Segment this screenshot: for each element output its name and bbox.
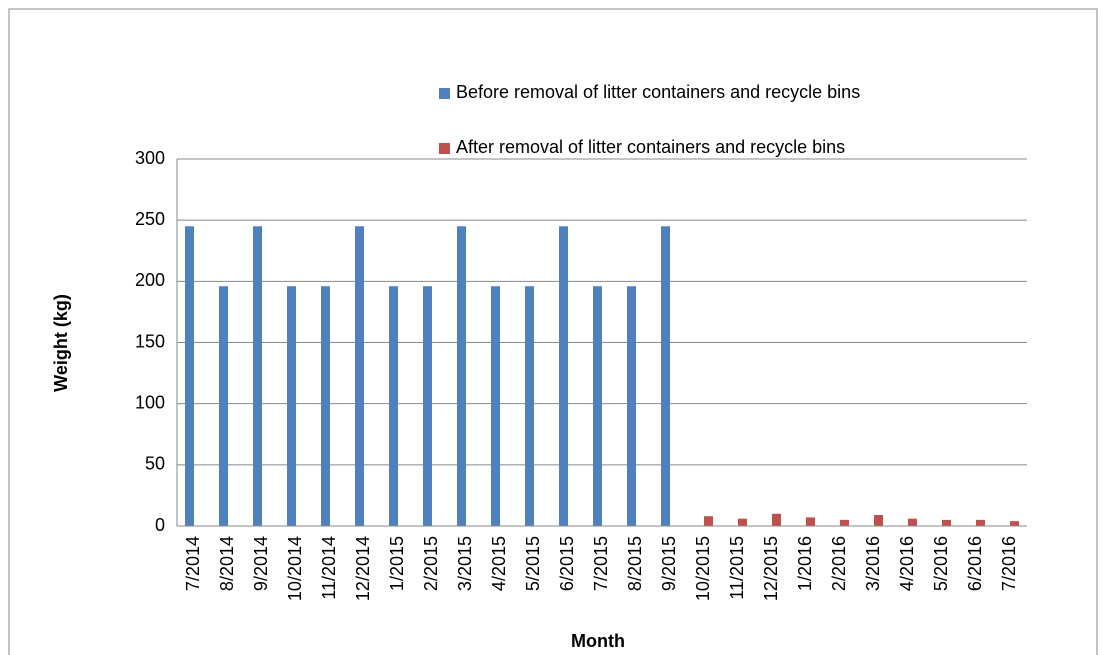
bar <box>219 286 228 526</box>
bar <box>738 518 747 526</box>
x-tick-label: 6/2015 <box>557 536 577 591</box>
y-tick-label: 250 <box>135 209 165 229</box>
bar <box>661 226 670 527</box>
x-tick-label: 3/2016 <box>863 536 883 591</box>
bar <box>908 518 917 526</box>
x-tick-label: 8/2015 <box>625 536 645 591</box>
x-tick-label: 12/2014 <box>353 536 373 601</box>
bar <box>704 516 713 526</box>
x-tick-label: 10/2015 <box>693 536 713 601</box>
x-tick-label: 9/2014 <box>251 536 271 591</box>
legend-swatch <box>439 143 450 154</box>
bar <box>772 513 781 526</box>
x-tick-label: 2/2015 <box>421 536 441 591</box>
legend-label: After removal of litter containers and r… <box>456 137 845 157</box>
y-tick-label: 50 <box>145 454 165 474</box>
bar <box>355 226 364 527</box>
x-tick-label: 8/2014 <box>217 536 237 591</box>
legend-label: Before removal of litter containers and … <box>456 82 860 102</box>
chart-border <box>8 8 1098 655</box>
x-tick-label: 6/2016 <box>965 536 985 591</box>
x-tick-label: 7/2016 <box>999 536 1019 591</box>
bar <box>389 286 398 526</box>
bar <box>253 226 262 527</box>
x-tick-label: 12/2015 <box>761 536 781 601</box>
bar <box>874 514 883 526</box>
x-tick-label: 2/2016 <box>829 536 849 591</box>
y-tick-label: 150 <box>135 331 165 351</box>
bar <box>806 517 815 526</box>
legend-swatch <box>439 88 450 99</box>
x-tick-label: 1/2016 <box>795 536 815 591</box>
bar <box>321 286 330 526</box>
bar <box>525 286 534 526</box>
x-tick-label: 9/2015 <box>659 536 679 591</box>
y-tick-label: 0 <box>155 515 165 535</box>
x-tick-label: 7/2015 <box>591 536 611 591</box>
x-tick-label: 4/2016 <box>897 536 917 591</box>
bar <box>627 286 636 526</box>
bar <box>593 286 602 526</box>
bar <box>287 286 296 526</box>
x-axis-label: Month <box>571 631 625 651</box>
bar <box>840 519 849 526</box>
x-tick-label: 11/2015 <box>727 536 747 600</box>
x-tick-label: 10/2014 <box>285 536 305 601</box>
bar <box>457 226 466 527</box>
bar <box>1010 521 1019 526</box>
x-tick-label: 5/2015 <box>523 536 543 591</box>
bar <box>491 286 500 526</box>
bar <box>559 226 568 527</box>
y-axis-label: Weight (kg) <box>51 294 71 392</box>
y-tick-label: 200 <box>135 270 165 290</box>
bar <box>423 286 432 526</box>
y-tick-label: 300 <box>135 148 165 168</box>
bar <box>185 226 194 527</box>
bar <box>976 519 985 526</box>
x-tick-label: 3/2015 <box>455 536 475 591</box>
x-tick-label: 5/2016 <box>931 536 951 591</box>
x-tick-label: 11/2014 <box>319 536 339 600</box>
x-tick-label: 4/2015 <box>489 536 509 591</box>
y-tick-label: 100 <box>135 392 165 412</box>
x-tick-label: 7/2014 <box>183 536 203 591</box>
x-tick-label: 1/2015 <box>387 536 407 591</box>
bar <box>942 519 951 526</box>
